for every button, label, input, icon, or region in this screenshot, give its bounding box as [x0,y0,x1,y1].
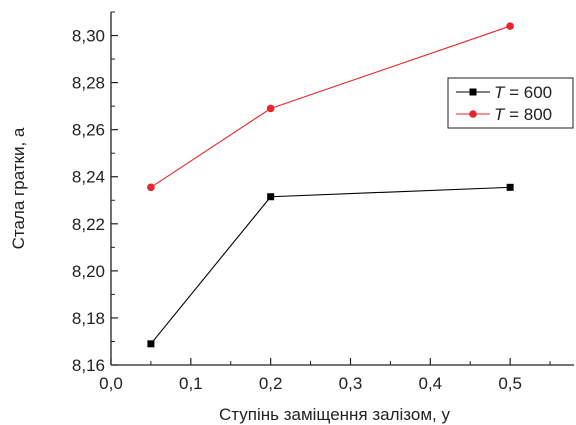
data-point [267,193,275,201]
x-axis-label: Ступінь заміщення залізом, y [219,405,451,424]
series-layer [147,22,514,348]
y-tick-label: 8,20 [72,262,105,281]
legend-item: T = 800 [456,105,552,124]
data-point [506,22,514,30]
legend-item: T = 600 [456,83,552,102]
data-point [266,104,275,113]
series-2 [147,22,514,192]
y-axis-ticks: 8,16 8,18 8,20 8,22 8,24 8,26 8,28 8,30 [72,11,118,375]
legend: T = 600 T = 800 [447,77,574,129]
y-tick-label: 8,26 [72,121,105,140]
x-tick-label: 0,1 [179,374,203,393]
x-tick-label: 0,4 [418,374,442,393]
y-tick-label: 8,18 [72,309,105,328]
legend-label: T = 800 [494,105,552,124]
plot-frame [110,12,574,366]
y-tick-label: 8,30 [72,27,105,46]
legend-marker [469,110,477,118]
x-axis-ticks: 0,0 0,1 0,2 0,3 0,4 0,5 [99,358,551,393]
y-tick-label: 8,28 [72,74,105,93]
x-tick-label: 0,3 [339,374,363,393]
x-tick-label: 0,0 [99,374,123,393]
data-point [147,340,155,348]
legend-box [447,77,574,129]
x-tick-label: 0,2 [259,374,283,393]
legend-label: T = 600 [494,83,552,102]
x-tick-label: 0,5 [498,374,522,393]
series-1 [147,183,514,348]
y-tick-label: 8,22 [72,215,105,234]
y-tick-label: 8,24 [72,168,105,187]
legend-marker [469,88,477,96]
data-point [506,183,514,191]
data-point [147,183,155,192]
y-axis-label: Стала гратки, a [9,127,28,249]
y-tick-label: 8,16 [72,356,105,375]
series-line [150,186,511,345]
